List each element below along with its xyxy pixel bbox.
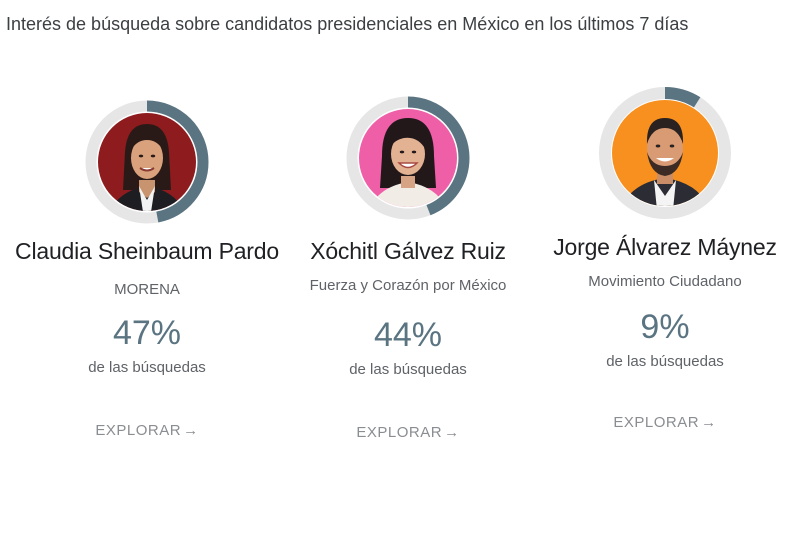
explore-label: EXPLORAR [356,424,443,441]
explore-label: EXPLORAR [613,414,700,431]
candidate-name: Xóchitl Gálvez Ruiz [310,238,506,264]
candidate-card-alvarez: Jorge Álvarez Máynez Movimiento Ciudadan… [525,86,800,431]
explore-button[interactable]: EXPLORAR → [268,424,548,441]
avatar [346,96,470,220]
candidate-name: Claudia Sheinbaum Pardo [15,238,279,264]
avatar [599,87,731,219]
candidate-name: Jorge Álvarez Máynez [553,234,777,260]
avatar-ring [598,86,732,220]
arrow-right-icon: → [183,422,199,439]
search-percent: 44% [373,316,443,354]
arrow-right-icon: → [444,424,460,441]
search-percent: 9% [640,308,690,346]
portrait-icon [107,124,187,211]
avatar [85,100,209,224]
arrow-right-icon: → [701,414,717,431]
party-name: Movimiento Ciudadano [588,273,742,290]
portrait-icon [366,118,450,207]
explore-button[interactable]: EXPLORAR → [7,422,287,439]
candidate-card-galvez: Xóchitl Gálvez Ruiz Fuerza y Corazón por… [268,96,548,441]
party-name: MORENA [114,281,180,298]
portrait-icon [618,118,712,206]
search-percent-label: de las búsquedas [88,359,206,376]
explore-label: EXPLORAR [95,422,182,439]
avatar-ring [346,96,470,220]
party-name: Fuerza y Corazón por México [309,277,507,294]
search-percent-label: de las búsquedas [349,361,467,378]
avatar-ring [85,100,209,224]
candidate-card-sheinbaum: Claudia Sheinbaum Pardo MORENA 47% de la… [7,100,287,439]
search-percent: 47% [112,314,182,352]
explore-button[interactable]: EXPLORAR → [525,414,800,431]
search-percent-label: de las búsquedas [606,353,724,370]
page-title: Interés de búsqueda sobre candidatos pre… [6,14,689,34]
